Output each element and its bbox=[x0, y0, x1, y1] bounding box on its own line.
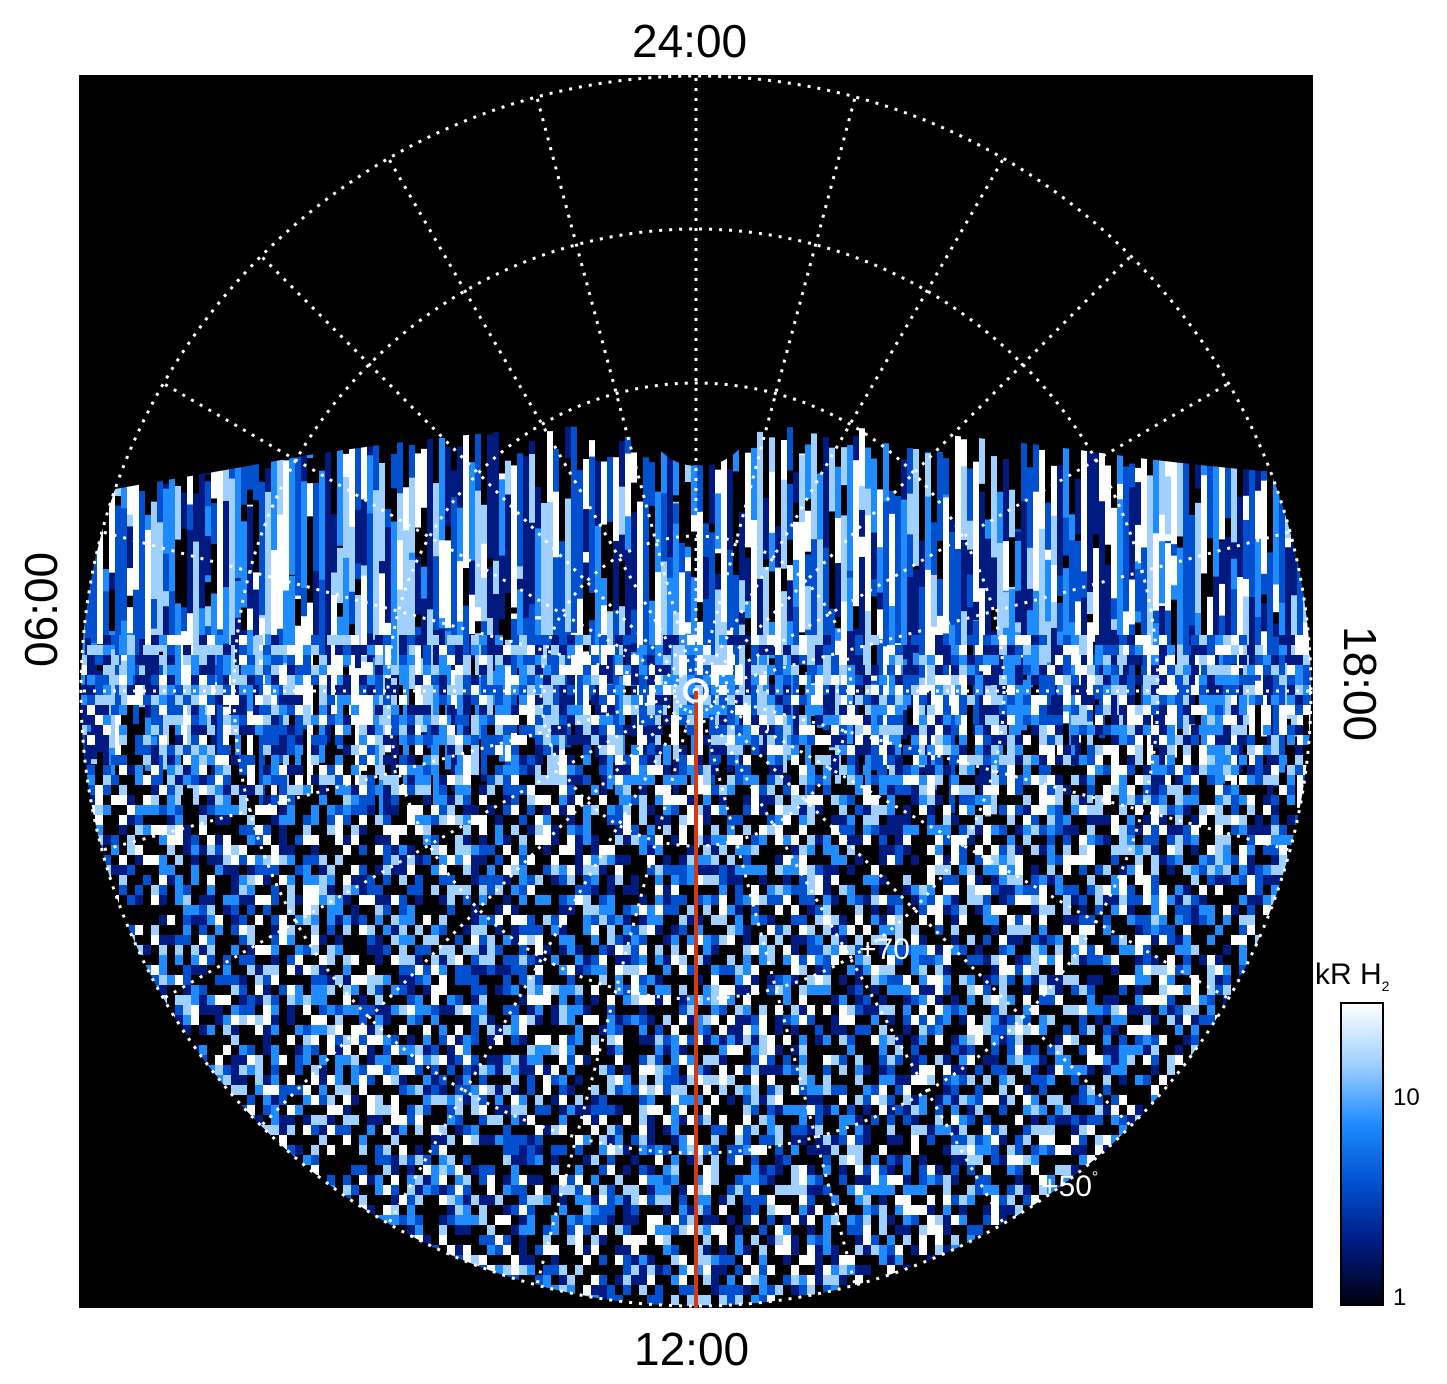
meridian-line bbox=[260, 255, 698, 693]
latitude-circle bbox=[79, 75, 1313, 1308]
meridian-line bbox=[387, 690, 698, 1225]
colorbar-tick-10: 10 bbox=[1393, 1084, 1420, 1111]
meridian-line bbox=[694, 689, 1132, 1127]
local-time-label-left: 06:00 bbox=[15, 551, 67, 667]
latitude-circle bbox=[386, 381, 1006, 1001]
meridian-line bbox=[694, 157, 1005, 692]
meridian-line bbox=[387, 157, 698, 692]
local-time-label-bottom: 12:00 bbox=[634, 1323, 750, 1375]
meridian-line bbox=[694, 690, 1005, 1225]
meridian-line bbox=[695, 689, 1230, 1000]
meridian-line bbox=[694, 690, 857, 1286]
meridian-line bbox=[695, 382, 1230, 693]
colorbar-title: kR H2 bbox=[1315, 958, 1390, 994]
colorbar bbox=[1340, 1002, 1384, 1306]
polar-projection-svg bbox=[79, 75, 1313, 1308]
meridian-line bbox=[162, 382, 697, 693]
local-time-label-top: 24:00 bbox=[632, 15, 748, 67]
latitude-label-70: +70° bbox=[859, 932, 917, 966]
local-time-label-right: 18:00 bbox=[1334, 626, 1386, 742]
meridian-line bbox=[694, 255, 1132, 693]
meridian-line bbox=[260, 689, 698, 1127]
latitude-circle bbox=[539, 534, 853, 848]
meridian-line bbox=[695, 530, 1291, 693]
meridian-line bbox=[535, 96, 698, 692]
meridian-line bbox=[162, 689, 697, 1000]
meridian-line bbox=[694, 96, 857, 692]
meridian-line bbox=[101, 530, 697, 693]
local-time-right-wrap: 18:00 bbox=[1334, 626, 1386, 754]
meridian-line bbox=[101, 689, 697, 852]
meridian-line bbox=[535, 690, 698, 1286]
polar-auroral-map: +70° +50° bbox=[79, 75, 1313, 1308]
colorbar-tick-1: 1 bbox=[1393, 1284, 1407, 1311]
pole-marker-icon bbox=[684, 679, 708, 703]
latitude-label-50: +50° bbox=[1041, 1169, 1099, 1203]
meridian-line bbox=[695, 689, 1291, 852]
